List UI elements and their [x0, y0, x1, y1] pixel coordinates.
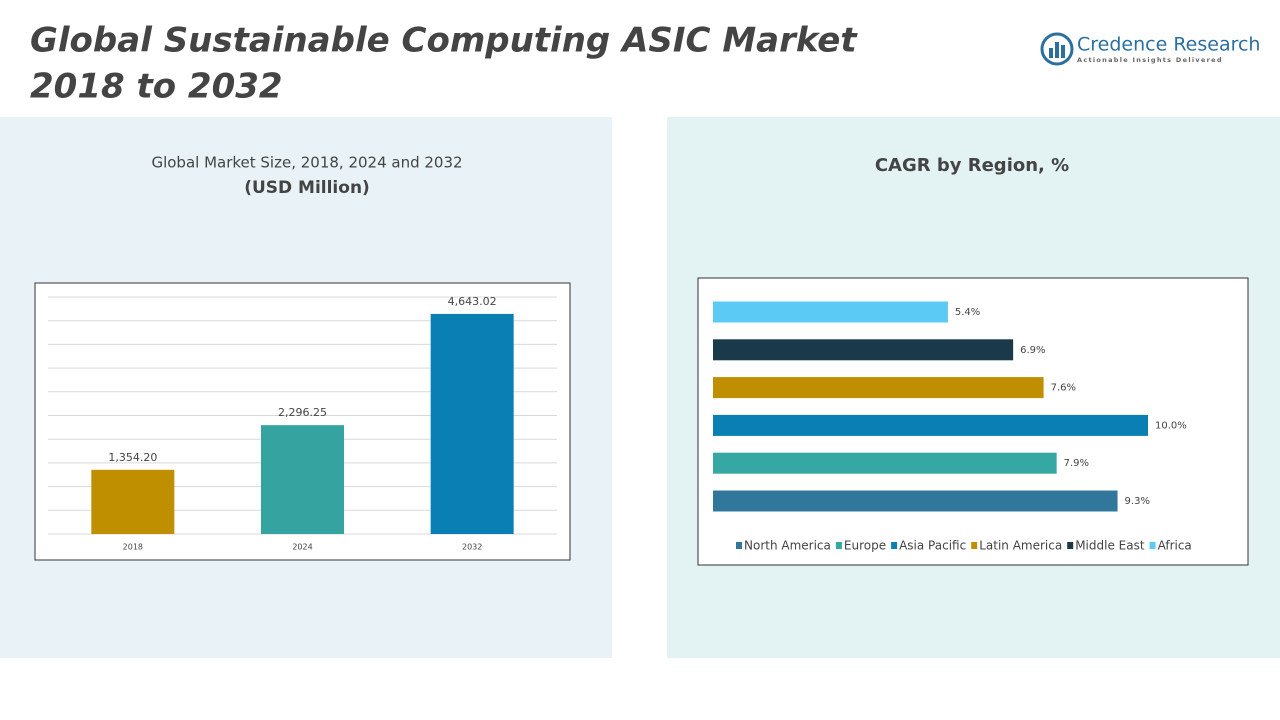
value-label: 2,296.25 [278, 406, 327, 419]
legend-label: Middle East [1075, 539, 1145, 553]
value-label: 4,643.02 [448, 295, 497, 308]
x-tick-label: 2018 [123, 543, 143, 552]
legend-label: North America [744, 539, 831, 553]
value-label: 5.4% [955, 307, 980, 318]
legend-swatch [1067, 542, 1074, 549]
value-label: 9.3% [1125, 496, 1150, 507]
chart-title: Global Market Size, 2018, 2024 and 2032 [151, 154, 462, 172]
page-title: 2018 to 2032 [30, 67, 283, 107]
value-label: 7.6% [1051, 383, 1076, 394]
legend-swatch [891, 542, 898, 549]
legend-label: Africa [1158, 539, 1192, 553]
brand-logo [1040, 32, 1074, 66]
value-label: 7.9% [1064, 458, 1089, 469]
chart-subtitle: (USD Million) [244, 178, 370, 198]
legend-label: Asia Pacific [899, 539, 966, 553]
legend-label: Europe [844, 539, 886, 553]
value-label: 10.0% [1155, 420, 1187, 431]
brand-name: Credence Research [1077, 34, 1260, 56]
value-label: 6.9% [1020, 345, 1045, 356]
legend-label: Latin America [979, 539, 1062, 553]
legend-swatch [971, 542, 978, 549]
legend-swatch [1149, 542, 1156, 549]
page-title: Global Sustainable Computing ASIC Market [30, 21, 858, 61]
x-tick-label: 2024 [292, 543, 312, 552]
bar [713, 490, 1118, 512]
value-label: 1,354.20 [108, 451, 157, 464]
chart-title: CAGR by Region, % [875, 155, 1069, 176]
bar [713, 339, 1014, 361]
bar [713, 377, 1044, 399]
bar [261, 425, 344, 534]
bar [713, 301, 948, 323]
bar [713, 414, 1148, 436]
legend-swatch [736, 542, 742, 549]
bar [430, 313, 514, 534]
bar [91, 469, 175, 534]
bar [713, 452, 1057, 474]
legend-swatch [835, 542, 842, 549]
x-tick-label: 2032 [462, 543, 482, 552]
brand-tagline: Actionable Insights Delivered [1077, 56, 1223, 64]
